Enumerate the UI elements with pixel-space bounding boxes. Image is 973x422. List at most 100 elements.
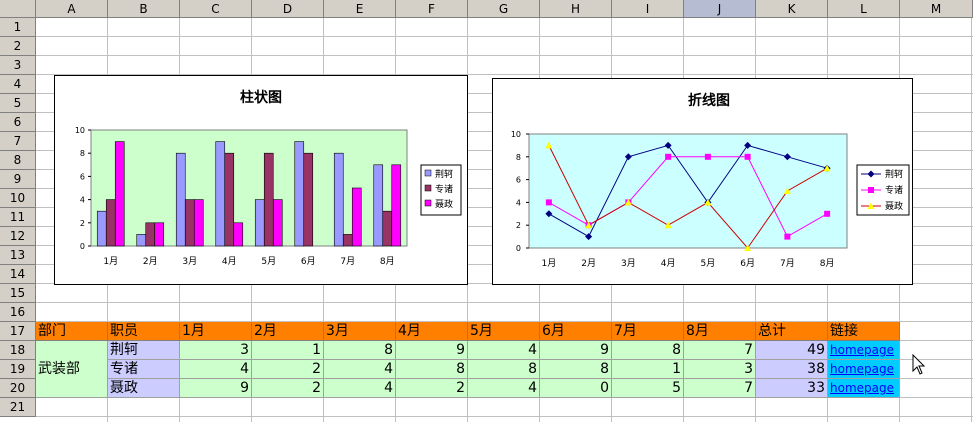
row-header-16[interactable]: 16 — [0, 303, 36, 322]
month-value-cell[interactable]: 4 — [468, 341, 540, 360]
table-header-cell: 部门 — [36, 322, 108, 341]
column-header-B[interactable]: B — [108, 0, 180, 18]
data-point — [704, 153, 711, 160]
data-point — [868, 187, 874, 193]
month-value-cell[interactable]: 9 — [540, 341, 612, 360]
month-value-cell[interactable]: 7 — [684, 341, 756, 360]
row-header-21[interactable]: 21 — [0, 398, 36, 417]
month-value-cell[interactable]: 1 — [252, 341, 324, 360]
x-tick-label: 1月 — [542, 258, 557, 269]
month-value-cell[interactable]: 2 — [252, 379, 324, 398]
row-header-14[interactable]: 14 — [0, 265, 36, 284]
month-value-cell[interactable]: 8 — [468, 360, 540, 379]
legend-swatch — [424, 169, 432, 177]
employee-name-cell[interactable]: 专诸 — [108, 360, 180, 379]
month-value-cell[interactable]: 4 — [324, 360, 396, 379]
row-header-10[interactable]: 10 — [0, 189, 36, 208]
month-value-cell[interactable]: 4 — [468, 379, 540, 398]
data-point — [665, 153, 672, 160]
table-header-cell: 5月 — [468, 322, 540, 341]
bar — [342, 234, 353, 247]
row-header-7[interactable]: 7 — [0, 132, 36, 151]
column-header-H[interactable]: H — [540, 0, 612, 18]
row-header-12[interactable]: 12 — [0, 227, 36, 246]
series-line — [548, 145, 828, 249]
x-tick-label: 2月 — [581, 258, 596, 269]
table-header-cell: 8月 — [684, 322, 756, 341]
row-header-3[interactable]: 3 — [0, 56, 36, 75]
month-value-cell[interactable]: 8 — [612, 341, 684, 360]
table-header-cell: 1月 — [180, 322, 252, 341]
column-header-C[interactable]: C — [180, 0, 252, 18]
row-header-19[interactable]: 19 — [0, 360, 36, 379]
bar — [233, 222, 244, 247]
employee-name-cell[interactable]: 荆轲 — [108, 341, 180, 360]
row-header-5[interactable]: 5 — [0, 94, 36, 113]
bar-chart-title: 柱状图 — [240, 89, 282, 106]
month-value-cell[interactable]: 2 — [396, 379, 468, 398]
month-value-cell[interactable]: 5 — [612, 379, 684, 398]
column-header-D[interactable]: D — [252, 0, 324, 18]
row-header-2[interactable]: 2 — [0, 37, 36, 56]
column-header-E[interactable]: E — [324, 0, 396, 18]
total-cell[interactable]: 38 — [756, 360, 828, 379]
month-value-cell[interactable]: 0 — [540, 379, 612, 398]
month-value-cell[interactable]: 4 — [324, 379, 396, 398]
row-header-4[interactable]: 4 — [0, 75, 36, 94]
y-tick-label: 6 — [516, 176, 521, 185]
x-tick-label: 3月 — [182, 256, 197, 267]
row-header-17[interactable]: 17 — [0, 322, 36, 341]
legend-swatch — [424, 199, 432, 207]
homepage-link[interactable]: homepage — [828, 360, 900, 379]
bar — [215, 141, 226, 247]
data-point — [704, 198, 712, 206]
month-value-cell[interactable]: 8 — [324, 341, 396, 360]
bar — [145, 222, 156, 247]
row-header-1[interactable]: 1 — [0, 18, 36, 37]
bar-chart[interactable]: 柱状图 0 2 4 6 8 10 1月 2月 3月 4月 5月 6月 7月 8月 荆轲 专诸 聂政 — [54, 75, 468, 285]
data-point — [545, 210, 553, 218]
total-cell[interactable]: 49 — [756, 341, 828, 360]
month-value-cell[interactable]: 8 — [396, 360, 468, 379]
month-value-cell[interactable]: 8 — [540, 360, 612, 379]
legend-label: 荆轲 — [885, 168, 903, 180]
column-header-G[interactable]: G — [468, 0, 540, 18]
row-header-11[interactable]: 11 — [0, 208, 36, 227]
month-value-cell[interactable]: 3 — [684, 360, 756, 379]
column-header-A[interactable]: A — [36, 0, 108, 18]
column-header-J[interactable]: J — [684, 0, 756, 18]
row-header-20[interactable]: 20 — [0, 379, 36, 398]
bar — [175, 152, 186, 247]
x-tick-label: 6月 — [740, 258, 755, 269]
line-chart[interactable]: 折线图 0 2 4 6 8 10 1月 2月 3月 4月 5月 6月 7月 8月 荆轲 专诸 聂政 — [492, 78, 913, 285]
bar — [382, 210, 393, 247]
homepage-link[interactable]: homepage — [828, 341, 900, 360]
column-header-F[interactable]: F — [396, 0, 468, 18]
column-header-L[interactable]: L — [828, 0, 900, 18]
row-header-8[interactable]: 8 — [0, 151, 36, 170]
row-header-9[interactable]: 9 — [0, 170, 36, 189]
month-value-cell[interactable]: 1 — [612, 360, 684, 379]
month-value-cell[interactable]: 2 — [252, 360, 324, 379]
select-all-corner[interactable] — [0, 0, 36, 18]
y-tick-label: 0 — [516, 244, 521, 253]
month-value-cell[interactable]: 9 — [180, 379, 252, 398]
month-value-cell[interactable]: 9 — [396, 341, 468, 360]
homepage-link[interactable]: homepage — [828, 379, 900, 398]
column-header-I[interactable]: I — [612, 0, 684, 18]
month-value-cell[interactable]: 3 — [180, 341, 252, 360]
bar — [105, 199, 116, 247]
month-value-cell[interactable]: 7 — [684, 379, 756, 398]
row-header-6[interactable]: 6 — [0, 113, 36, 132]
column-header-K[interactable]: K — [756, 0, 828, 18]
data-point — [744, 153, 751, 160]
month-value-cell[interactable]: 4 — [180, 360, 252, 379]
x-tick-label: 5月 — [261, 256, 276, 267]
column-header-M[interactable]: M — [900, 0, 973, 18]
row-header-18[interactable]: 18 — [0, 341, 36, 360]
employee-name-cell[interactable]: 聂政 — [108, 379, 180, 398]
total-cell[interactable]: 33 — [756, 379, 828, 398]
row-header-13[interactable]: 13 — [0, 246, 36, 265]
department-cell[interactable]: 武装部 — [36, 341, 108, 398]
row-header-15[interactable]: 15 — [0, 284, 36, 303]
